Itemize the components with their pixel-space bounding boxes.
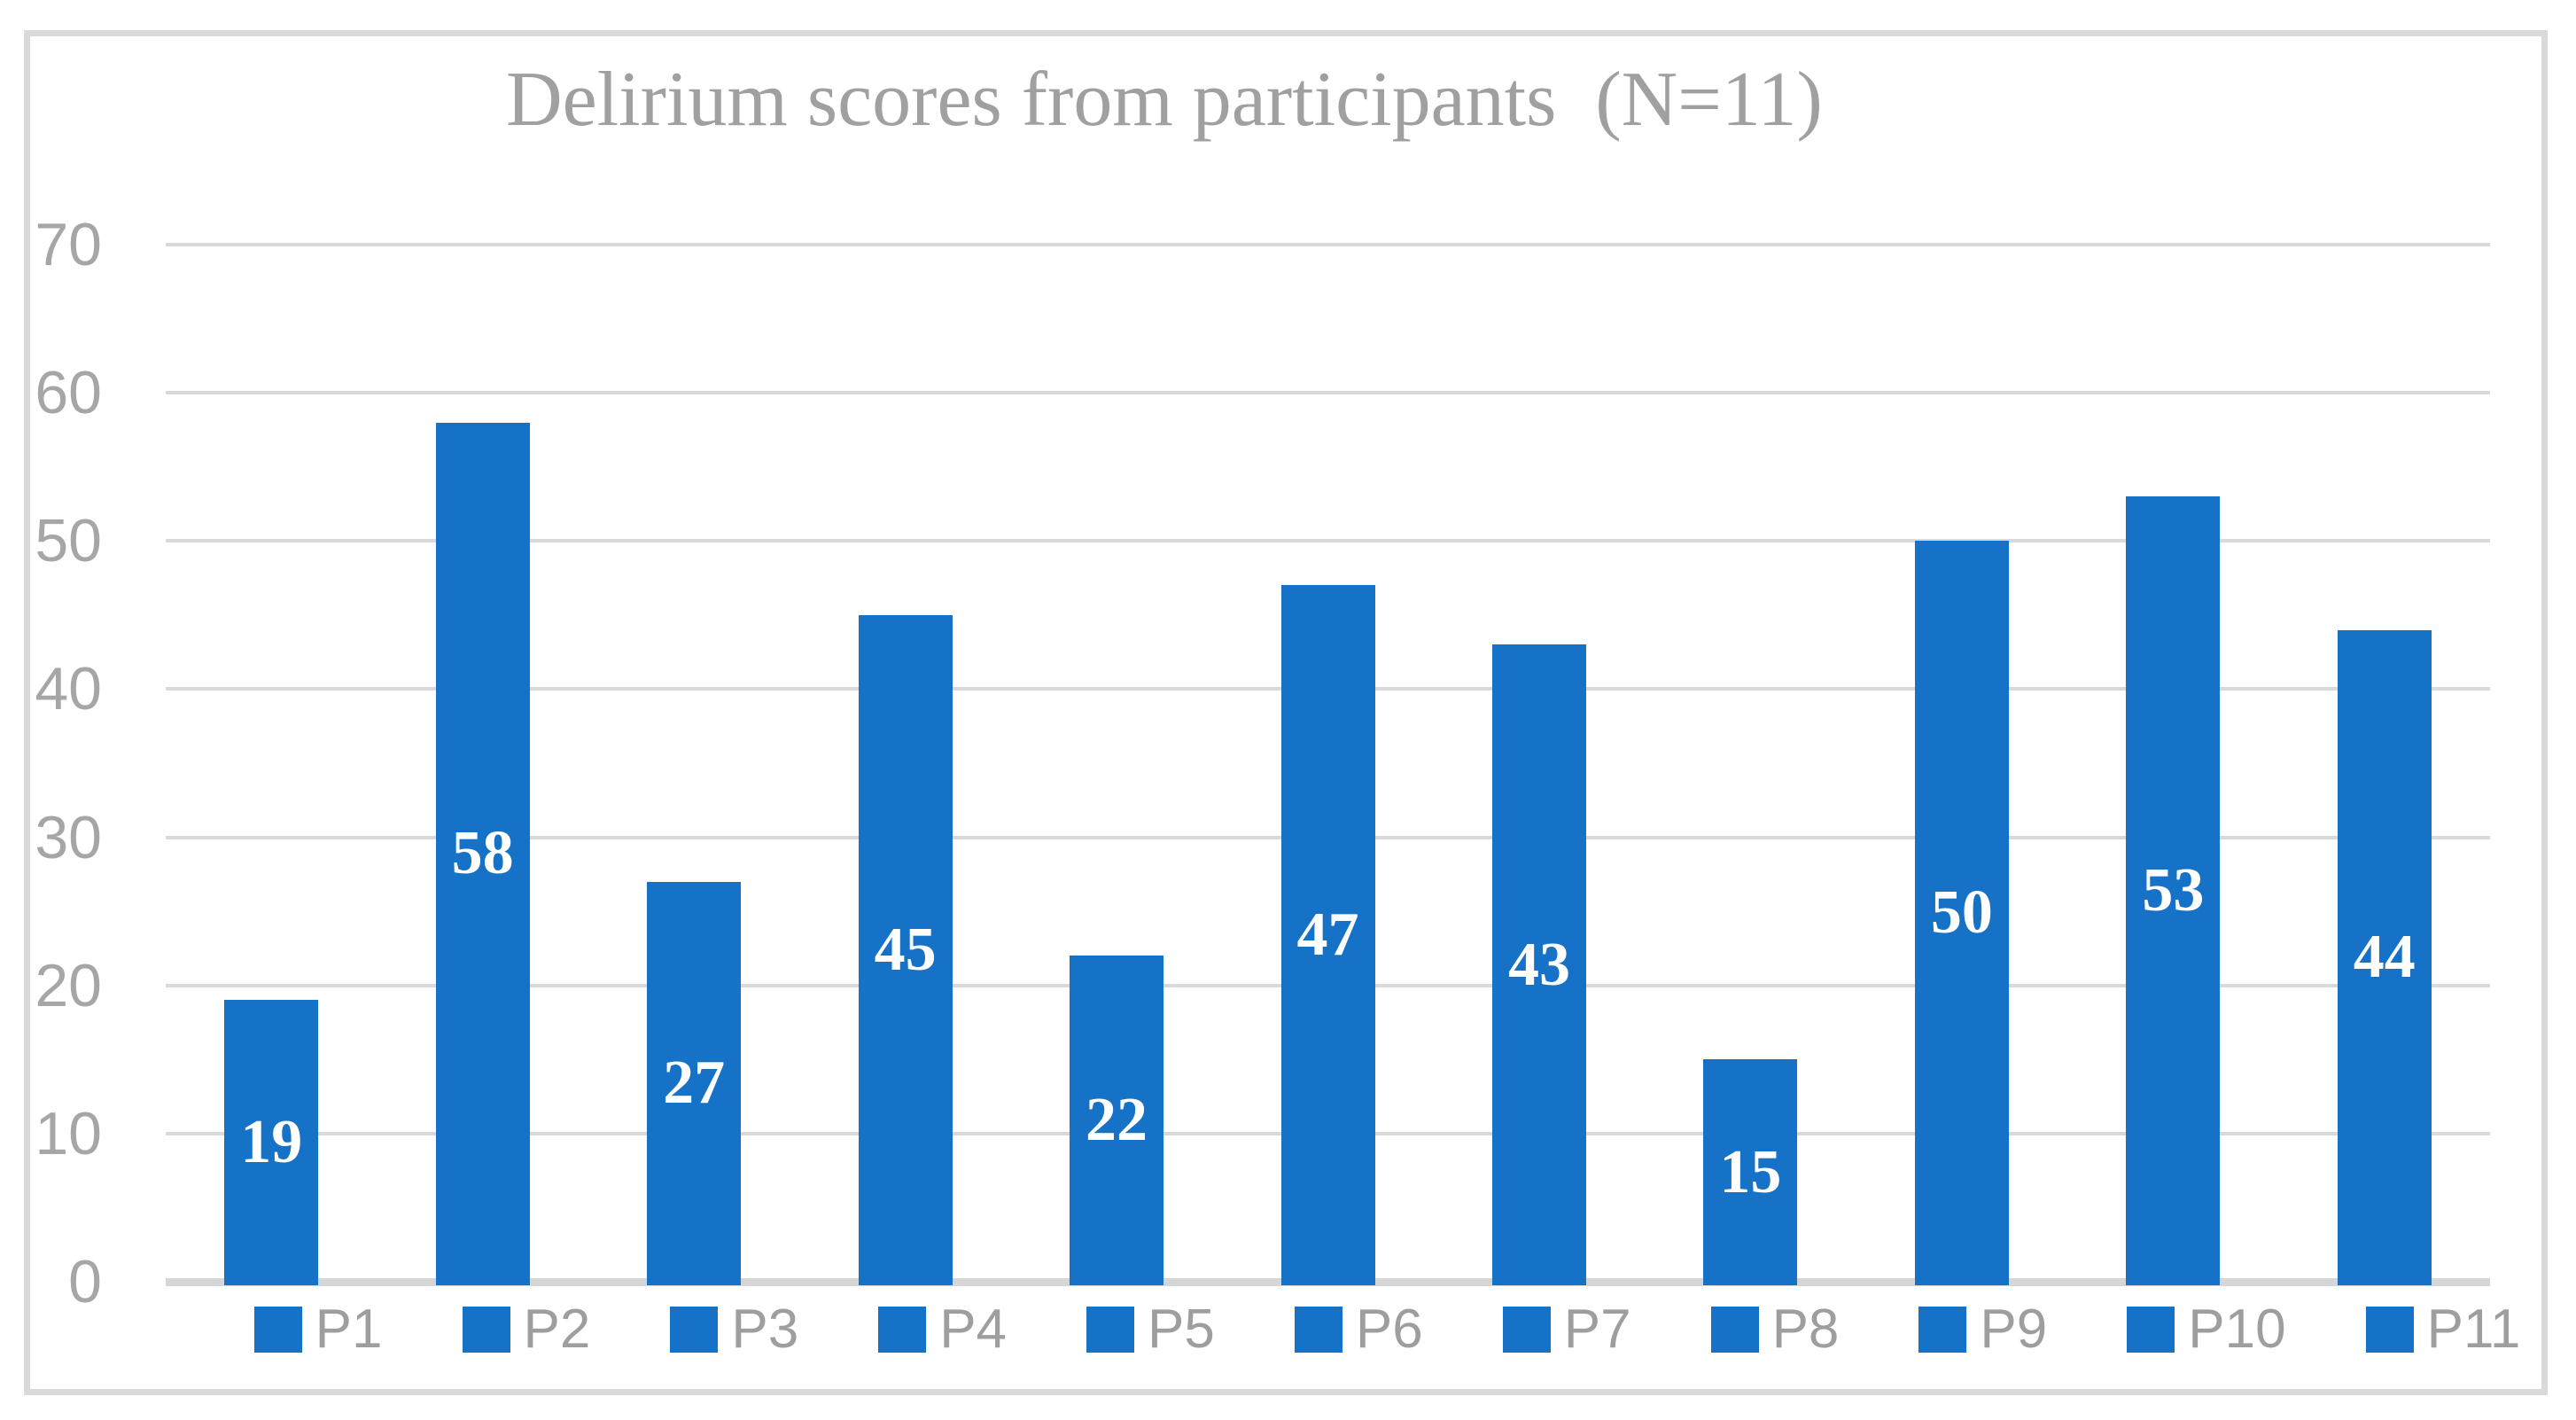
y-tick-label: 70 <box>35 211 102 278</box>
legend-item-p11: P11 <box>2365 1299 2521 1360</box>
y-tick-label: 30 <box>35 803 102 871</box>
bar-value-label: 45 <box>874 915 937 984</box>
bar-p3: 27 <box>647 881 742 1285</box>
y-tick-label: 0 <box>68 1248 102 1315</box>
bar-p11: 44 <box>2337 629 2432 1285</box>
legend-label: P4 <box>939 1299 1008 1360</box>
bar-value-label: 15 <box>1719 1137 1782 1206</box>
legend-swatch-icon <box>2127 1307 2175 1353</box>
bar-p10: 53 <box>2126 496 2221 1285</box>
legend-swatch-icon <box>253 1307 302 1353</box>
bar-value-label: 44 <box>2353 923 2416 992</box>
bar-p2: 58 <box>435 422 530 1285</box>
bar-p1: 19 <box>224 1000 319 1285</box>
legend-item-p3: P3 <box>670 1302 798 1357</box>
bar-p5: 22 <box>1070 956 1164 1285</box>
bar-value-label: 43 <box>1507 930 1570 999</box>
bar-p8: 15 <box>1703 1059 1798 1285</box>
legend-swatch-icon <box>462 1307 510 1353</box>
legend-label: P9 <box>1980 1299 2048 1360</box>
bar-value-label: 22 <box>1086 1086 1148 1155</box>
legend-swatch-icon <box>1918 1307 1967 1353</box>
legend-label: P6 <box>1355 1299 1423 1360</box>
bar-value-label: 19 <box>240 1108 303 1177</box>
bar-p9: 50 <box>1914 541 2009 1285</box>
legend-swatch-icon <box>670 1307 719 1353</box>
legend-swatch-icon <box>878 1307 927 1353</box>
legend-item-p5: P5 <box>1086 1302 1215 1357</box>
legend-swatch-icon <box>1502 1307 1551 1353</box>
y-tick-label: 60 <box>35 359 102 427</box>
legend-label: P8 <box>1771 1299 1840 1360</box>
legend-label: P7 <box>1563 1299 1631 1360</box>
legend-item-p6: P6 <box>1294 1299 1423 1360</box>
legend: P1 P2 P3 P4 P5 P6 P7 P8 P9 P10 P11 <box>225 1301 2549 1358</box>
chart-border-frame <box>24 30 2548 1395</box>
y-tick-label: 20 <box>35 951 102 1019</box>
bar-p6: 47 <box>1280 585 1375 1285</box>
gridline <box>166 391 2490 395</box>
legend-label: P2 <box>523 1299 591 1360</box>
legend-item-p10: P10 <box>2127 1299 2286 1360</box>
legend-swatch-icon <box>1294 1307 1342 1353</box>
legend-label: P10 <box>2188 1299 2286 1360</box>
bar-value-label: 53 <box>2142 856 2205 925</box>
legend-label: P5 <box>1148 1299 1215 1360</box>
gridline <box>166 539 2490 543</box>
bar-value-label: 27 <box>663 1049 726 1118</box>
bar-value-label: 50 <box>1930 878 1993 948</box>
legend-swatch-icon <box>1710 1307 1759 1353</box>
bar-p4: 45 <box>858 614 953 1285</box>
legend-item-p1: P1 <box>253 1299 383 1360</box>
legend-item-p2: P2 <box>462 1299 591 1360</box>
legend-label: P1 <box>315 1299 383 1360</box>
plot-area: 19 58 27 45 22 47 43 15 50 53 44 <box>166 245 2490 1285</box>
legend-label: P11 <box>2426 1299 2521 1360</box>
y-tick-label: 10 <box>35 1099 102 1167</box>
y-tick-label: 40 <box>35 655 102 723</box>
legend-item-p7: P7 <box>1502 1299 1631 1360</box>
legend-swatch-icon <box>2365 1307 2414 1353</box>
y-tick-label: 50 <box>35 507 102 575</box>
gridline <box>166 243 2490 246</box>
legend-swatch-icon <box>1086 1307 1135 1353</box>
bar-value-label: 47 <box>1296 901 1359 970</box>
legend-item-p8: P8 <box>1710 1299 1840 1360</box>
chart-title: Delirium scores from participants (N=11) <box>506 57 1823 143</box>
bar-p7: 43 <box>1491 644 1586 1285</box>
legend-item-p9: P9 <box>1918 1302 2047 1357</box>
legend-item-p4: P4 <box>878 1302 1007 1357</box>
bar-value-label: 58 <box>451 819 514 888</box>
legend-label: P3 <box>731 1299 799 1360</box>
